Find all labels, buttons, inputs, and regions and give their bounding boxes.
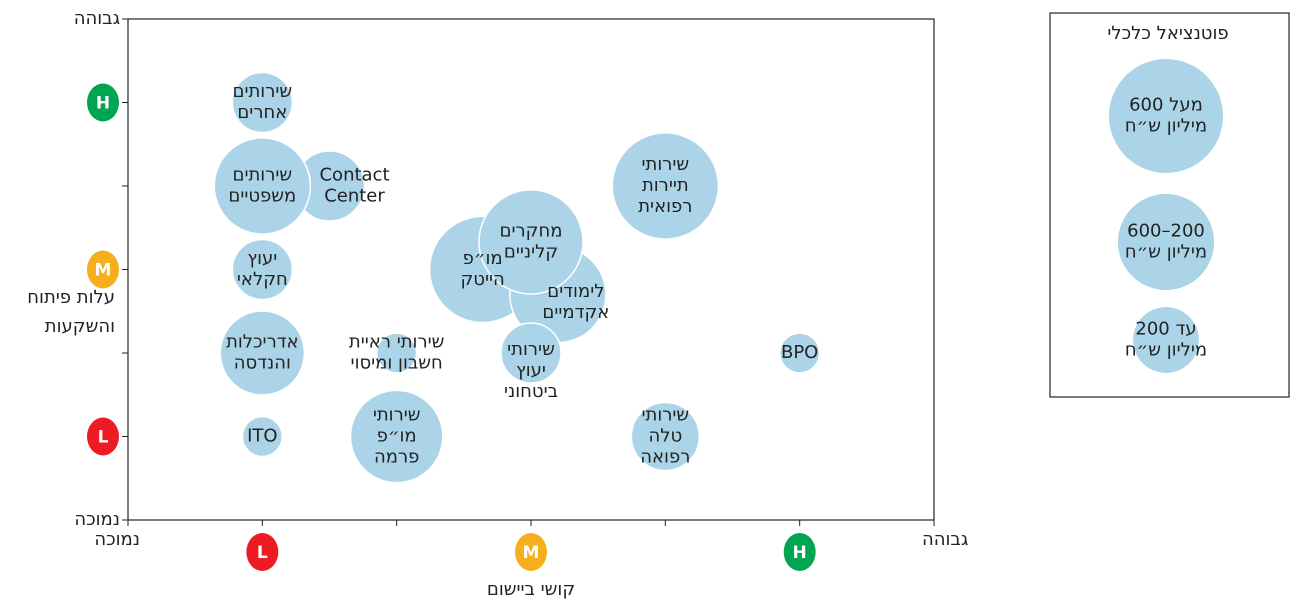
legend-label: מיליון ש״ח: [1125, 340, 1207, 361]
bubble-label: חשבון ומיסוי: [351, 353, 443, 374]
bubble-label: Center: [324, 186, 385, 207]
legend-label: 600–200: [1127, 221, 1205, 242]
legend-frame: [1049, 12, 1290, 398]
bubble-label: אחרים: [237, 102, 287, 123]
bubble: [349, 389, 444, 484]
bubble-label: רפואה: [640, 447, 690, 468]
bubble-label: טלה: [648, 426, 682, 447]
bubble: [213, 137, 312, 235]
bubble-label: מו״פ: [377, 426, 417, 447]
bubble-label: הייטק: [461, 269, 505, 290]
tick-label: H: [96, 94, 110, 114]
bubble-label: אקדמיים: [542, 302, 609, 323]
legend-title: פוטנציאל כלכלי: [1107, 23, 1228, 44]
bubble-label: אדריכלות: [226, 332, 299, 353]
legend-label: מעל 600: [1129, 95, 1203, 116]
level-badge: [87, 250, 119, 289]
legend-label: עד 200: [1135, 319, 1196, 340]
tick-label: גבוהה: [922, 529, 968, 550]
bubble: [611, 132, 720, 240]
bubble-label: קליניים: [504, 241, 558, 262]
tick-label: L: [257, 543, 268, 563]
legend-label: מיליון ש״ח: [1125, 116, 1207, 137]
bubble-label: והנדסה: [234, 353, 291, 374]
bubble: [478, 189, 584, 295]
x-axis-title: קושי ביישום: [487, 579, 575, 600]
bubble-label: פרמה: [374, 447, 419, 468]
bubble-label: שירותים: [233, 81, 293, 102]
bubble: [219, 310, 306, 396]
bubble: [241, 415, 284, 458]
bubble: [500, 322, 562, 384]
tick-label: L: [98, 428, 109, 448]
legend-label: מיליון ש״ח: [1125, 242, 1207, 263]
level-badge: [515, 533, 547, 571]
legend-bubble: [1117, 193, 1215, 291]
tick-label: גבוהה: [74, 8, 120, 29]
bubble: [375, 332, 418, 374]
tick-label: M: [523, 543, 540, 563]
tick-label: נמוכה: [74, 509, 120, 530]
tick-label: M: [95, 261, 112, 281]
bubble-label: יעוץ: [247, 248, 277, 269]
y-axis-title: עלות פיתוח: [27, 287, 115, 308]
bubble: [630, 401, 701, 472]
bubble-label: לימודים: [547, 281, 604, 302]
bubble-label: מחקרים: [500, 220, 563, 241]
bubble-label: BPO: [781, 342, 818, 363]
bubble-label: שירותים: [233, 165, 293, 186]
bubble-label: ITO: [247, 426, 277, 447]
bubble-label: משפטיים: [228, 186, 296, 207]
tick-label: נמוכה: [94, 529, 140, 550]
bubble-label: שירותי ראיית: [349, 332, 445, 353]
level-badge: [87, 417, 119, 456]
legend-bubble: [1109, 59, 1223, 173]
level-badge: [87, 83, 119, 122]
bubble-label: שירותי: [641, 154, 689, 175]
tick-label: H: [793, 543, 807, 563]
bubble: [778, 332, 821, 374]
legend-bubble: [1133, 307, 1199, 373]
y-axis-title: והשקעות: [45, 316, 115, 337]
bubble: [231, 71, 294, 134]
bubble-label: רפואית: [638, 196, 692, 217]
bubble-label: ביטחוני: [504, 381, 558, 402]
bubble-label: חקלאי: [237, 269, 288, 290]
bubble: [231, 238, 294, 301]
bubble-label: יעוץ: [516, 360, 546, 381]
level-badge: [783, 533, 816, 571]
bubble-label: שירותי: [507, 339, 555, 360]
bubble-label: תיירות: [642, 175, 689, 196]
bubble-label: שירותי: [373, 405, 421, 426]
bubble-label: שירותי: [641, 405, 689, 426]
bubble-label: Contact: [319, 165, 389, 186]
level-badge: [246, 533, 279, 571]
bubble-label: מו״פ: [463, 248, 503, 269]
